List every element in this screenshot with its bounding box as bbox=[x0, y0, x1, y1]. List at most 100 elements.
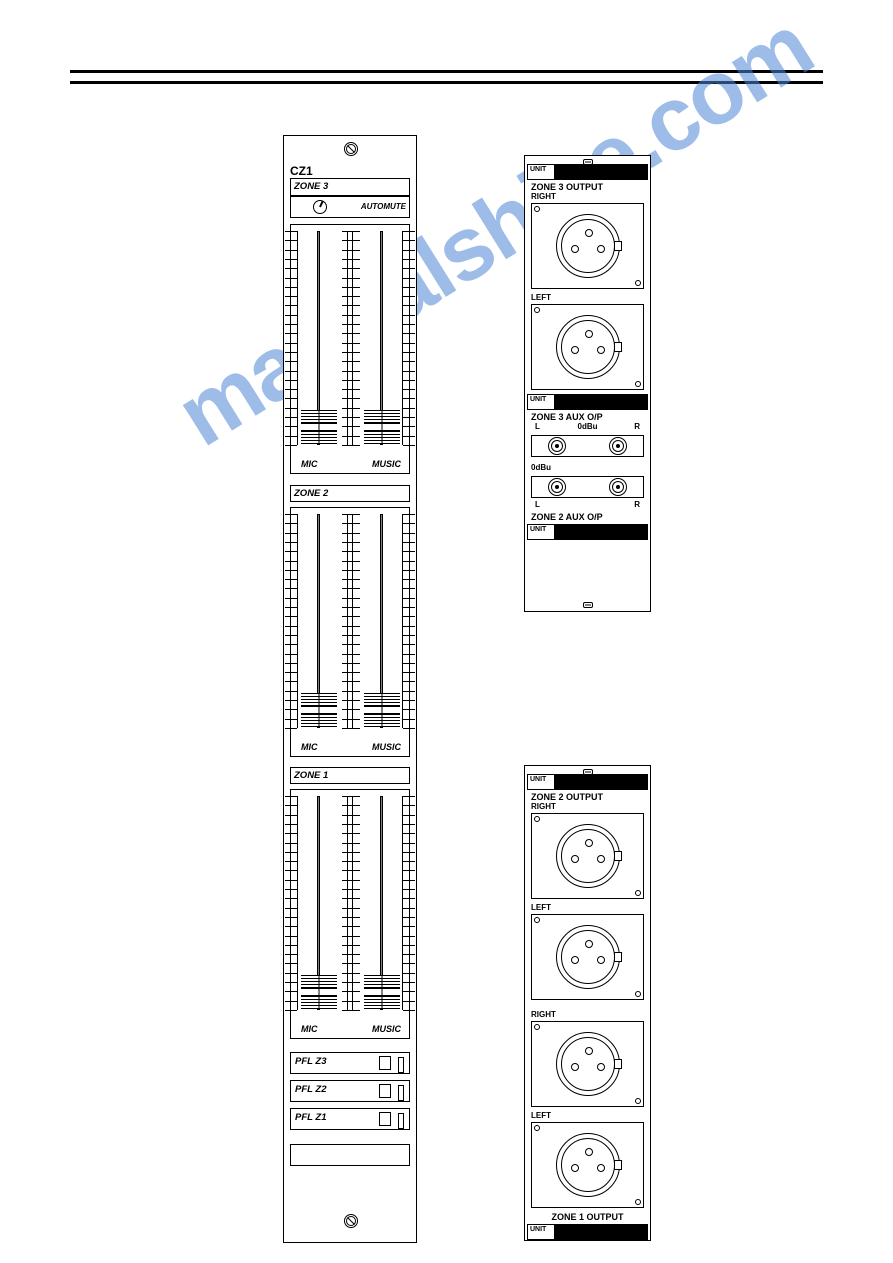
panel-screw-icon bbox=[583, 1231, 593, 1237]
top-double-rule bbox=[70, 70, 823, 84]
zone1-fader-pair: MIC MUSIC bbox=[290, 789, 410, 1039]
zone2-aux-section: 0dBu L R ZONE 2 AUX O/P bbox=[531, 463, 644, 522]
unit-bar: UNIT bbox=[527, 394, 648, 410]
rca-jack-icon[interactable] bbox=[548, 478, 566, 496]
pfl-z1-button[interactable] bbox=[379, 1112, 391, 1126]
screw-icon bbox=[344, 1214, 358, 1228]
music-label: MUSIC bbox=[372, 1024, 401, 1034]
pfl-z1-box: PFL Z1 bbox=[290, 1108, 410, 1130]
aux-r-label: R bbox=[634, 422, 640, 431]
automute-label: AUTOMUTE bbox=[361, 202, 406, 211]
mic-label: MIC bbox=[301, 459, 318, 469]
zone3-label: ZONE 3 bbox=[294, 181, 328, 192]
zone2-label: ZONE 2 bbox=[294, 488, 328, 499]
automute-box: AUTOMUTE bbox=[290, 196, 410, 218]
rca-jack-icon[interactable] bbox=[548, 437, 566, 455]
mic-label: MIC bbox=[301, 1024, 318, 1034]
unit-bar: UNIT bbox=[527, 164, 648, 180]
zone3-section: MIC MUSIC bbox=[290, 224, 410, 474]
zone1-mic-fader-cap[interactable] bbox=[301, 975, 337, 1009]
panel-screw-icon bbox=[583, 602, 593, 608]
xlr-icon bbox=[556, 315, 620, 379]
automute-trim-icon[interactable] bbox=[313, 200, 327, 214]
aux-l-label: L bbox=[535, 422, 540, 431]
xlr-icon bbox=[556, 824, 620, 888]
unit-label: UNIT bbox=[530, 166, 546, 173]
xlr-icon bbox=[556, 925, 620, 989]
zone2-music-fader-cap[interactable] bbox=[364, 693, 400, 727]
unit-label: UNIT bbox=[530, 396, 546, 403]
zone2-right-xlr[interactable] bbox=[531, 813, 644, 899]
rca-jack-icon[interactable] bbox=[609, 437, 627, 455]
zone2-music-track bbox=[380, 514, 383, 728]
music-label: MUSIC bbox=[372, 459, 401, 469]
zone1-section: ZONE 1 MIC MUSIC bbox=[290, 767, 410, 1039]
zone3-mic-track bbox=[317, 231, 320, 445]
zone1-mic-track bbox=[317, 796, 320, 1010]
aux-level-label: 0dBu bbox=[531, 463, 551, 472]
zone2-left-xlr[interactable] bbox=[531, 914, 644, 1000]
scale-right bbox=[402, 796, 405, 1010]
zone1-right-xlr[interactable] bbox=[531, 1021, 644, 1107]
zone2-mic-fader-cap[interactable] bbox=[301, 693, 337, 727]
left-label: LEFT bbox=[531, 903, 644, 912]
unit-label: UNIT bbox=[530, 776, 546, 783]
zone3-music-fader-cap[interactable] bbox=[364, 410, 400, 444]
zone1-label-box: ZONE 1 bbox=[290, 767, 410, 784]
aux-r-label: R bbox=[634, 500, 640, 509]
aux-l-label: L bbox=[535, 500, 540, 509]
zone3-right-xlr[interactable] bbox=[531, 203, 644, 289]
scale-left bbox=[295, 514, 298, 728]
pfl-z2-label: PFL Z2 bbox=[295, 1084, 327, 1095]
scale-mid bbox=[347, 514, 353, 728]
left-label: LEFT bbox=[531, 1111, 644, 1120]
scale-right bbox=[402, 514, 405, 728]
scale-left bbox=[295, 231, 298, 445]
blank-label-box bbox=[290, 1144, 410, 1166]
zone2-label-box: ZONE 2 bbox=[290, 485, 410, 502]
pfl-z2-box: PFL Z2 bbox=[290, 1080, 410, 1102]
zone1-label: ZONE 1 bbox=[294, 770, 328, 781]
zone3-aux-title: ZONE 3 AUX O/P bbox=[531, 412, 644, 422]
right-label: RIGHT bbox=[531, 192, 644, 201]
zone3-music-track bbox=[380, 231, 383, 445]
rca-jack-icon[interactable] bbox=[609, 478, 627, 496]
cz1-front-panel: CZ1 ZONE 3 AUTOMUTE MIC MUSIC ZONE 2 MIC… bbox=[283, 135, 417, 1243]
zone3-aux-section: ZONE 3 AUX O/P L 0dBu R bbox=[531, 412, 644, 457]
pfl-z3-box: PFL Z3 bbox=[290, 1052, 410, 1074]
zone1-output-title: ZONE 1 OUTPUT bbox=[531, 1212, 644, 1222]
scale-right bbox=[402, 231, 405, 445]
zone3-left-xlr[interactable] bbox=[531, 304, 644, 390]
top-right-connector-panel: UNIT ZONE 3 OUTPUT RIGHT LEFT UNIT ZONE … bbox=[524, 155, 651, 612]
screw-icon bbox=[344, 142, 358, 156]
xlr-icon bbox=[556, 1032, 620, 1096]
mic-label: MIC bbox=[301, 742, 318, 752]
music-label: MUSIC bbox=[372, 742, 401, 752]
right-label: RIGHT bbox=[531, 1010, 644, 1019]
right-label: RIGHT bbox=[531, 802, 644, 811]
zone3-aux-rca-row bbox=[531, 435, 644, 457]
pfl-z3-button[interactable] bbox=[379, 1056, 391, 1070]
zone2-mic-track bbox=[317, 514, 320, 728]
zone2-output-title: ZONE 2 OUTPUT bbox=[531, 792, 644, 802]
scale-mid bbox=[347, 796, 353, 1010]
zone2-fader-pair: MIC MUSIC bbox=[290, 507, 410, 757]
scale-mid bbox=[347, 231, 353, 445]
xlr-icon bbox=[556, 214, 620, 278]
zone2-aux-rca-row bbox=[531, 476, 644, 498]
zone3-label-box: ZONE 3 bbox=[290, 178, 410, 196]
pfl-z2-button[interactable] bbox=[379, 1084, 391, 1098]
zone1-music-track bbox=[380, 796, 383, 1010]
zone3-mic-fader-cap[interactable] bbox=[301, 410, 337, 444]
bottom-right-connector-panel: UNIT ZONE 2 OUTPUT RIGHT LEFT RIGHT LEFT… bbox=[524, 765, 651, 1241]
zone2-aux-title: ZONE 2 AUX O/P bbox=[531, 512, 644, 522]
zone3-output-title: ZONE 3 OUTPUT bbox=[531, 182, 644, 192]
unit-bar: UNIT bbox=[527, 524, 648, 540]
zone1-music-fader-cap[interactable] bbox=[364, 975, 400, 1009]
zone2-section: ZONE 2 MIC MUSIC bbox=[290, 485, 410, 757]
zone1-left-xlr[interactable] bbox=[531, 1122, 644, 1208]
zone3-fader-pair: MIC MUSIC bbox=[290, 224, 410, 474]
pfl-z3-label: PFL Z3 bbox=[295, 1056, 327, 1067]
aux-level-label: 0dBu bbox=[578, 422, 598, 431]
unit-label: UNIT bbox=[530, 526, 546, 533]
